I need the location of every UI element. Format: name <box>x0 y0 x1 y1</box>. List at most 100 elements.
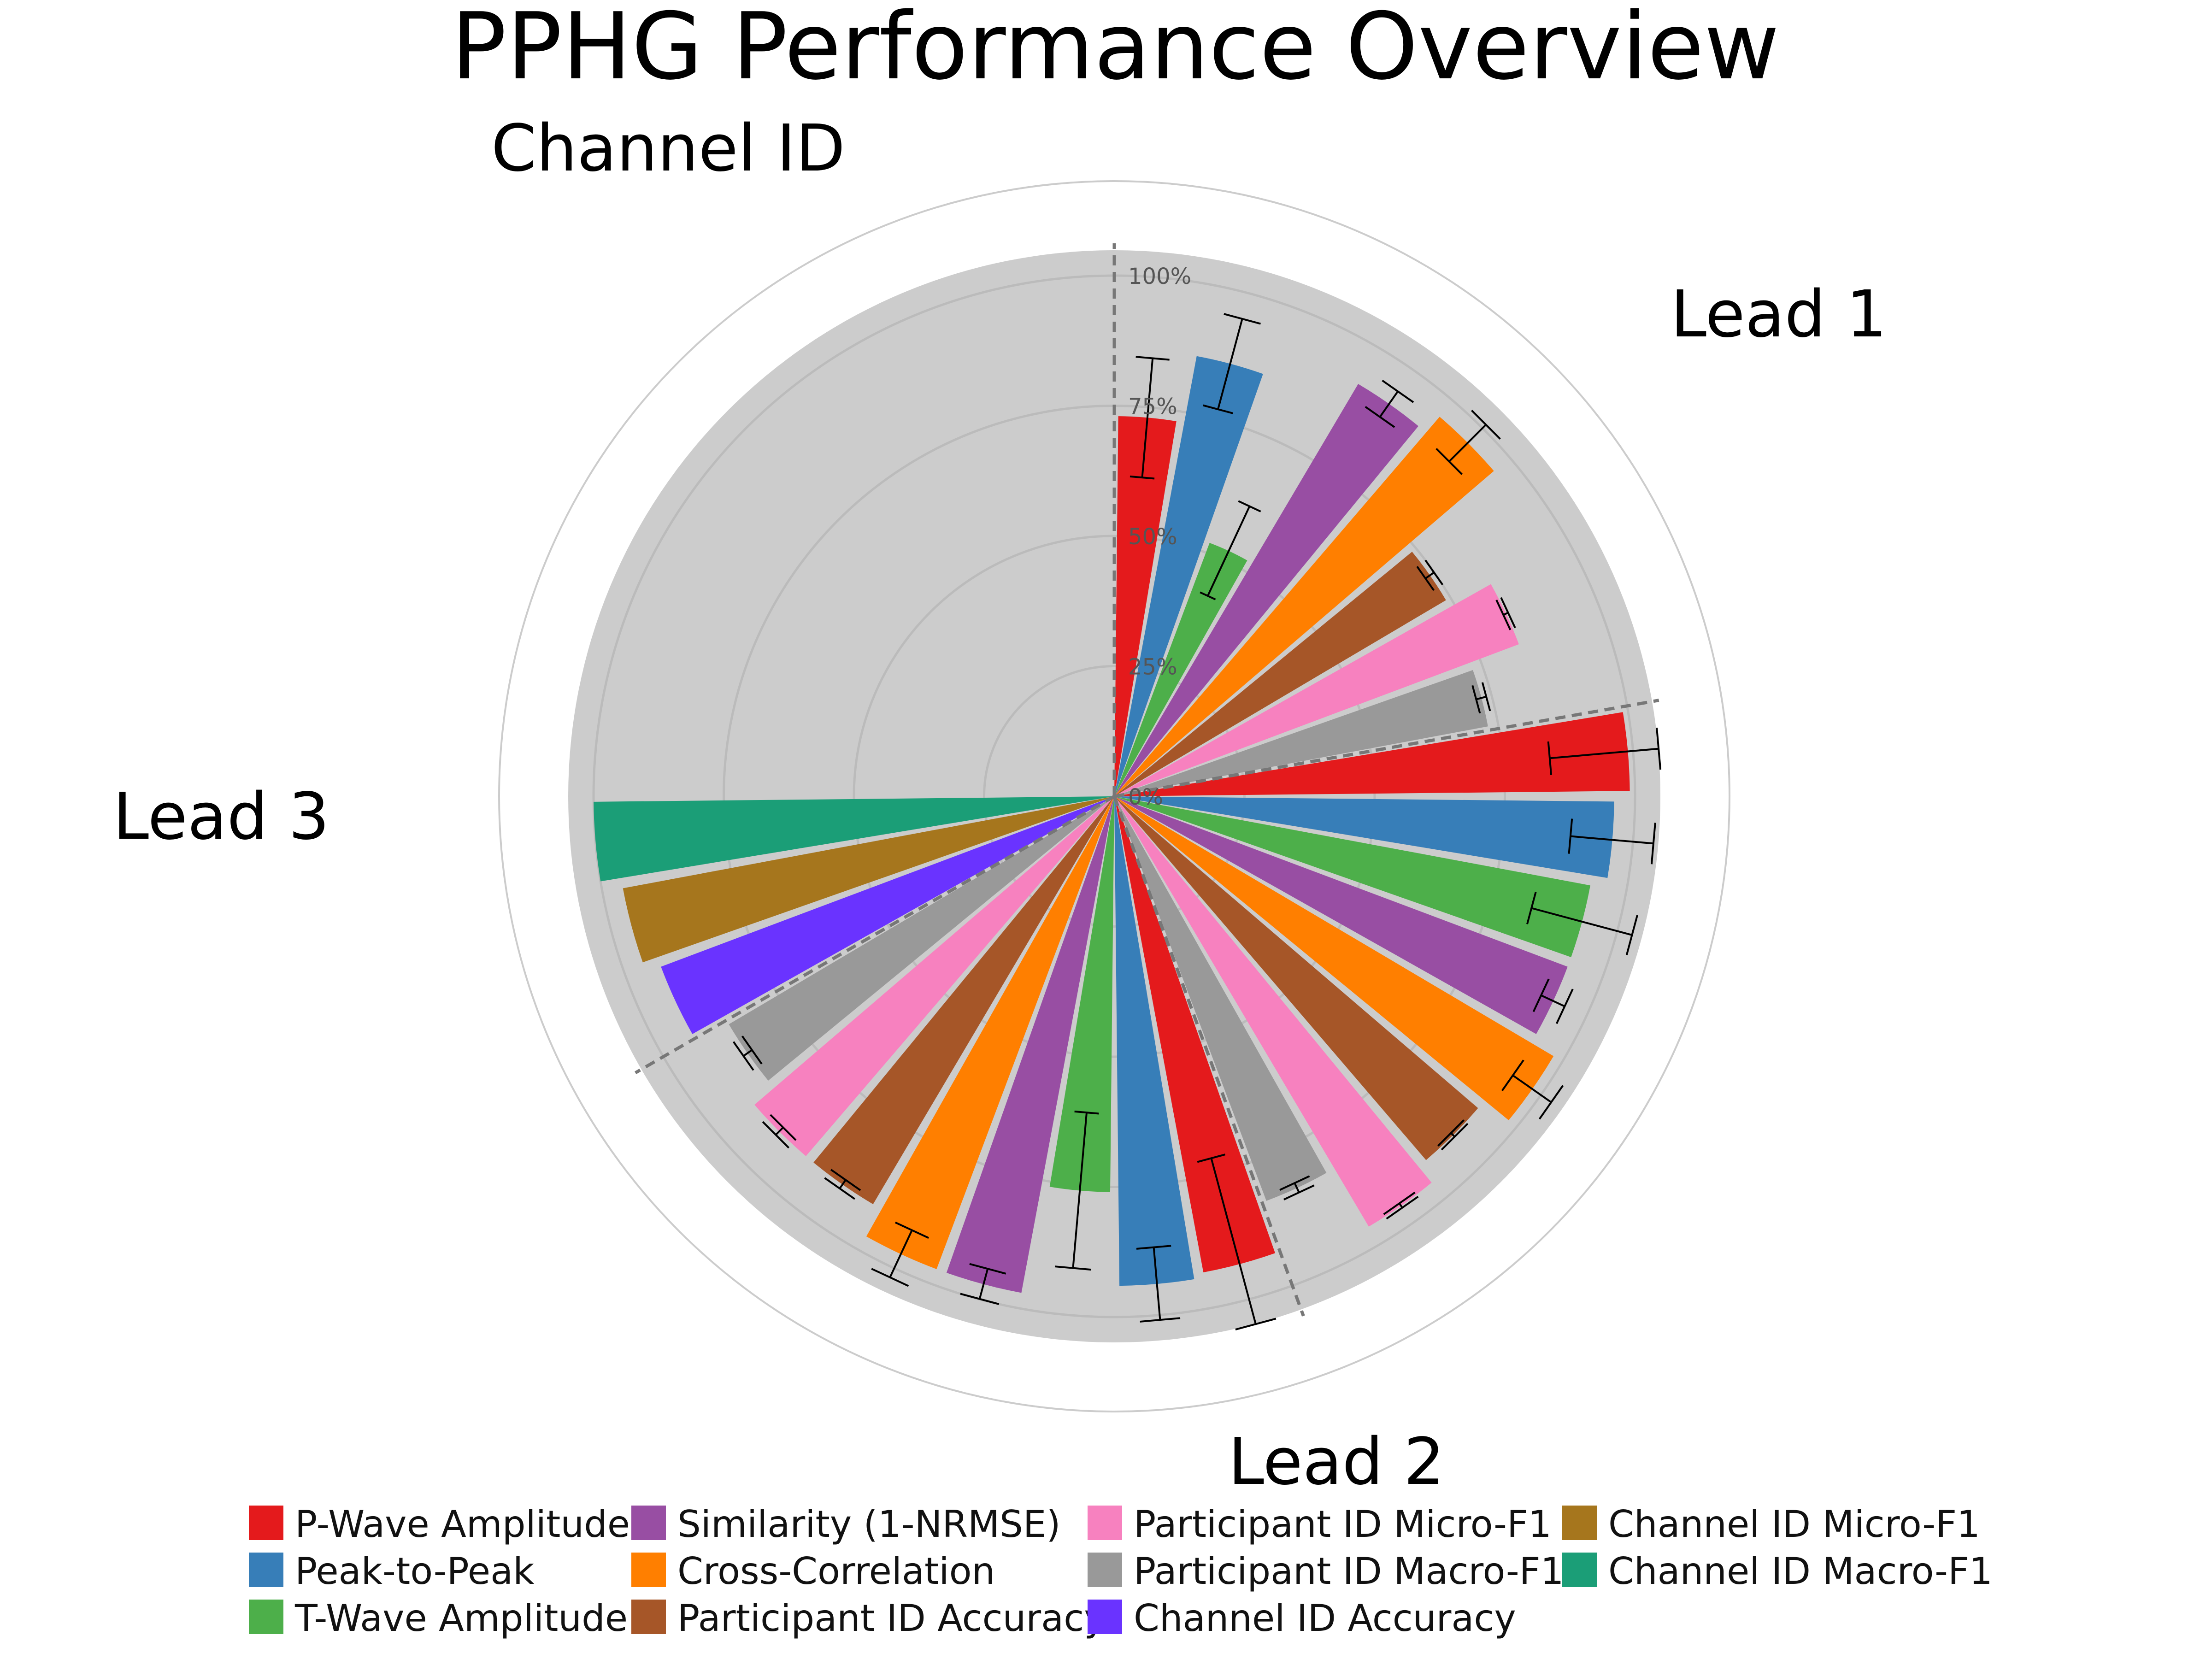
sector-label: Lead 2 <box>1228 1424 1445 1500</box>
error-bar-cap <box>1526 892 1537 924</box>
error-bar-cap <box>1556 988 1574 1024</box>
radial-tick-label: 25% <box>1128 654 1177 680</box>
error-bar <box>1141 358 1154 477</box>
error-bar <box>1571 835 1654 845</box>
error-bar-cap <box>824 1177 855 1200</box>
legend-swatch <box>1562 1506 1597 1540</box>
error-bar <box>1294 1182 1300 1194</box>
bar <box>1114 712 1630 796</box>
radial-gridline <box>853 535 1376 1058</box>
legend-swatch <box>1088 1600 1122 1634</box>
bar <box>946 796 1114 1293</box>
legend-label: T-Wave Amplitude <box>294 1597 628 1640</box>
legend-label: Channel ID Macro-F1 <box>1608 1550 1993 1593</box>
error-bar-cap <box>1283 1184 1315 1200</box>
legend-label: Participant ID Macro-F1 <box>1134 1550 1564 1593</box>
bar <box>1114 796 1327 1201</box>
radial-gridline <box>983 665 1246 928</box>
group-separator <box>1114 699 1659 798</box>
error-bar <box>1425 571 1435 579</box>
sector-label: Channel ID <box>491 111 845 186</box>
sector-label: Lead 3 <box>113 779 329 854</box>
bar <box>1114 552 1446 796</box>
bar <box>1114 796 1194 1286</box>
bar <box>1114 796 1568 1034</box>
error-bar-cap <box>1500 597 1516 629</box>
error-bar-cap <box>1501 1059 1524 1091</box>
error-bar-cap <box>1203 404 1233 414</box>
error-bar-cap <box>1365 406 1395 428</box>
error-bar-cap <box>1224 313 1261 325</box>
error-bar-cap <box>1471 410 1501 440</box>
error-bar-cap <box>1656 728 1662 770</box>
bar <box>1114 796 1590 958</box>
error-bar <box>775 1127 784 1136</box>
error-bar <box>1550 747 1659 759</box>
legend-swatch <box>249 1506 283 1540</box>
error-bar <box>1476 695 1487 700</box>
legend-label: Participant ID Micro-F1 <box>1134 1503 1552 1546</box>
error-bar-cap <box>1437 1119 1465 1147</box>
legend-label: P-Wave Amplitude <box>295 1503 630 1546</box>
bar <box>623 796 1114 963</box>
bar <box>1114 796 1432 1227</box>
legend-label: Similarity (1-NRMSE) <box>677 1503 1061 1546</box>
legend-label: Participant ID Accuracy <box>677 1597 1106 1640</box>
error-bar-cap <box>1625 915 1638 955</box>
error-bar-cap <box>733 1041 754 1071</box>
error-bar-cap <box>969 1263 1006 1275</box>
radial-tick-label: 50% <box>1128 524 1177 550</box>
error-bar-cap <box>1568 818 1573 854</box>
bar <box>1114 417 1494 796</box>
error-bar-cap <box>1495 600 1512 630</box>
error-bar-cap <box>1416 566 1435 591</box>
error-bar-cap <box>1235 1318 1277 1330</box>
bar <box>1114 416 1177 796</box>
error-bar <box>1531 907 1633 936</box>
legend-swatch <box>249 1553 283 1587</box>
bar <box>1114 356 1263 796</box>
legend-swatch <box>631 1600 666 1634</box>
legend-swatch <box>631 1506 666 1540</box>
error-bar <box>1217 318 1243 410</box>
bar <box>1114 796 1554 1120</box>
error-bar-cap <box>1547 741 1553 775</box>
group-separator <box>1112 795 1305 1317</box>
error-bar-cap <box>1279 1175 1310 1191</box>
error-bar-cap <box>1441 1123 1469 1151</box>
error-bar-cap <box>1136 1245 1171 1250</box>
bar <box>594 796 1114 882</box>
error-bar-cap <box>1135 356 1170 361</box>
error-bar-cap <box>1424 559 1444 586</box>
bar <box>1114 384 1418 796</box>
bar <box>1114 796 1478 1160</box>
error-bar-cap <box>770 1114 797 1141</box>
legend-label: Channel ID Accuracy <box>1134 1597 1516 1640</box>
error-bar <box>978 1269 989 1300</box>
error-bar-cap <box>1386 1195 1419 1220</box>
bar <box>1114 796 1276 1272</box>
error-bar-cap <box>1435 448 1463 475</box>
bar <box>661 796 1114 1034</box>
bar <box>866 796 1114 1270</box>
polar-plot-area: 0% 25% 50% 75% 100% Lead 1 Lead 2 Lead 3 Channel… <box>113 111 1887 1500</box>
error-bar-cap <box>1197 1153 1226 1163</box>
radial-tick-label: 75% <box>1128 394 1177 420</box>
error-bar-cap <box>894 1221 929 1239</box>
bar <box>1049 796 1114 1192</box>
bar <box>754 796 1114 1156</box>
radial-tick-label: 0% <box>1128 784 1163 810</box>
error-bar-cap <box>1238 500 1261 512</box>
chart-title: PPHG Performance Overview <box>451 0 1780 100</box>
legend-label: Channel ID Micro-F1 <box>1608 1503 1980 1546</box>
error-bar-cap <box>830 1169 861 1191</box>
error-bar-cap <box>1383 1191 1416 1215</box>
error-bar <box>742 1049 753 1057</box>
error-bar-cap <box>871 1268 909 1287</box>
bar <box>1114 542 1247 796</box>
legend-label: Peak-to-Peak <box>295 1550 535 1593</box>
bar <box>1114 670 1488 796</box>
error-bar <box>1448 424 1487 462</box>
error-bar <box>1072 1112 1088 1269</box>
